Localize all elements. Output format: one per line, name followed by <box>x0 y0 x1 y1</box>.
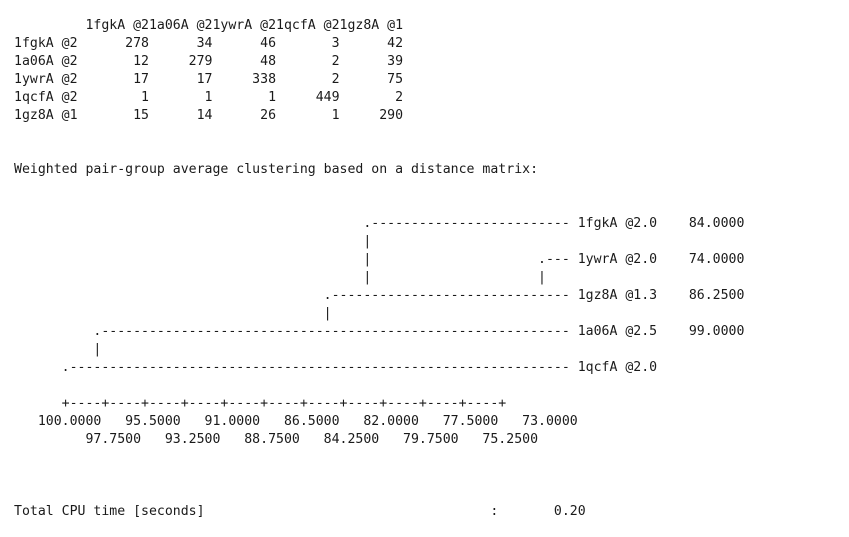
matrix-row-1a06a: 1a06A @2 12 279 48 2 39 <box>14 54 404 69</box>
scale-axis-labels-major: 100.0000 95.5000 91.0000 86.5000 82.0000… <box>14 414 578 429</box>
dendrogram-connector: | | <box>14 270 546 285</box>
dendrogram-leaf-1fgka: .------------------------- 1fgkA @2.0 84… <box>14 216 745 231</box>
dendrogram-leaf-1gz8a: .------------------------------ 1gz8A @1… <box>14 288 745 303</box>
dendrogram-connector: | <box>14 306 332 321</box>
blank-line <box>14 377 744 395</box>
dendrogram-connector: | <box>14 234 372 249</box>
matrix-row-1fgka: 1fgkA @2 278 34 46 3 42 <box>14 36 404 51</box>
blank-line <box>14 125 744 143</box>
matrix-header-row: 1fgkA @21a06A @21ywrA @21qcfA @21gz8A @1 <box>14 18 404 33</box>
blank-line <box>14 143 744 161</box>
dendrogram-connector: | <box>14 342 102 357</box>
matrix-row-1ywra: 1ywrA @2 17 17 338 2 75 <box>14 72 404 87</box>
blank-line <box>14 467 744 485</box>
matrix-row-1gz8a: 1gz8A @1 15 14 26 1 290 <box>14 108 404 123</box>
dendrogram-leaf-1a06a: .---------------------------------------… <box>14 324 745 339</box>
dendrogram-leaf-1ywra: | .--- 1ywrA @2.0 74.0000 <box>14 252 745 267</box>
blank-line <box>14 179 744 197</box>
matrix-row-1qcfa: 1qcfA @2 1 1 1 449 2 <box>14 90 404 105</box>
blank-line <box>14 197 744 215</box>
scale-axis-ruler: +----+----+----+----+----+----+----+----… <box>14 396 507 411</box>
blank-line <box>14 485 744 503</box>
clustering-heading: Weighted pair-group average clustering b… <box>14 162 539 177</box>
blank-line <box>14 449 744 467</box>
dendrogram-leaf-1qcfa: .---------------------------------------… <box>14 360 658 375</box>
scale-axis-labels-minor: 97.7500 93.2500 88.7500 84.2500 79.7500 … <box>14 432 539 447</box>
cpu-time-line: Total CPU time [seconds] : 0.20 <box>14 504 586 519</box>
console-output: 1fgkA @21a06A @21ywrA @21qcfA @21gz8A @1… <box>14 17 744 521</box>
